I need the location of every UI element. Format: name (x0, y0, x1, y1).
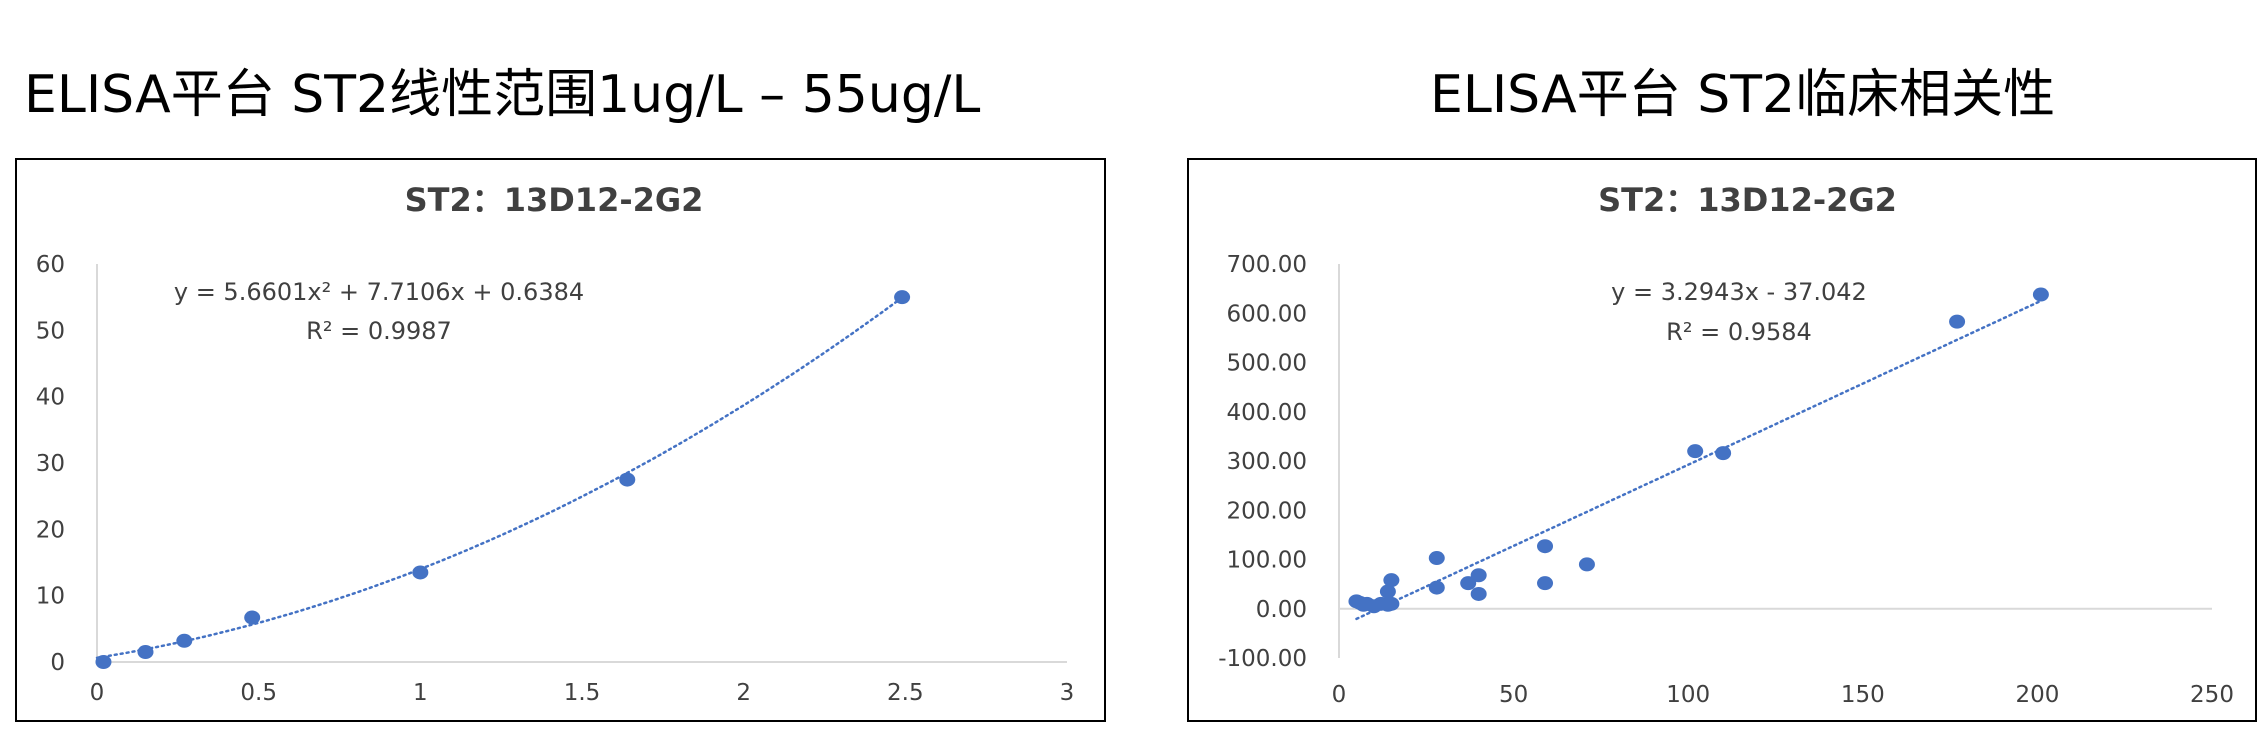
y-tick-label: 400.00 (1227, 400, 1307, 426)
y-tick-label: 40 (36, 385, 65, 411)
y-tick-label: 10 (36, 584, 65, 610)
x-tick-label: 200 (2015, 682, 2059, 708)
y-tick-label: 20 (36, 517, 65, 543)
y-tick-label: 30 (36, 451, 65, 477)
trendline-equation: y = 5.6601x² + 7.7106x + 0.6384 (174, 278, 584, 306)
data-point (1460, 576, 1477, 591)
data-point (137, 645, 154, 660)
x-tick-label: 0 (90, 680, 105, 706)
data-point (1715, 446, 1732, 461)
chart-panel-linear-range: ST2：13D12-2G2 0 10 20 30 40 50 60 0 0.5 1 1.5 2 2.5 3 y… (15, 158, 1106, 722)
trendline-r-squared: R² = 0.9987 (306, 317, 452, 345)
data-point (1949, 314, 1966, 329)
x-tick-label: 1.5 (564, 680, 601, 706)
y-tick-label: 0.00 (1256, 597, 1307, 623)
y-tick-label: 300.00 (1227, 449, 1307, 475)
trendline (1355, 299, 2043, 621)
data-point (1383, 596, 1400, 611)
x-tick-label: 100 (1666, 682, 1710, 708)
trendline-equation: y = 3.2943x - 37.042 (1611, 278, 1867, 306)
chart-clinical-correlation: ST2：13D12-2G2 -100.00 0.00 100.00 200.00 300.… (1218, 181, 2234, 708)
y-tick-label: 500.00 (1227, 351, 1307, 377)
x-tick-label: 0.5 (240, 680, 277, 706)
x-tick-label: 0 (1332, 682, 1347, 708)
y-tick-label: 50 (36, 318, 65, 344)
data-point (1428, 551, 1445, 566)
chart-linear-range: ST2：13D12-2G2 0 10 20 30 40 50 60 0 0.5 1 1.5 2 2.5 3 y… (36, 181, 1075, 706)
data-point (1428, 580, 1445, 595)
data-point (95, 655, 112, 669)
data-point (619, 472, 636, 487)
y-tick-label: 700.00 (1227, 252, 1307, 278)
data-point (1470, 586, 1487, 601)
trendline-r-squared: R² = 0.9584 (1666, 318, 1812, 346)
x-tick-label: 150 (1841, 682, 1885, 708)
data-point (1379, 584, 1396, 599)
y-tick-label: 600.00 (1227, 301, 1307, 327)
y-tick-label: 0 (50, 650, 65, 676)
y-tick-label: 100.00 (1227, 548, 1307, 574)
data-point (1578, 557, 1595, 572)
data-point (1687, 444, 1704, 459)
heading-linear-range: ELISA平台 ST2线性范围1ug/L – 55ug/L (24, 65, 981, 125)
data-point (1470, 568, 1487, 583)
y-tick-label: 60 (36, 252, 65, 278)
data-point (412, 565, 429, 580)
x-tick-label: 2.5 (887, 680, 924, 706)
chart-title: ST2：13D12-2G2 (1598, 181, 1897, 219)
x-tick-label: 3 (1060, 680, 1075, 706)
data-point (1383, 573, 1400, 588)
data-point (176, 633, 193, 648)
data-point (2032, 287, 2049, 302)
x-tick-label: 250 (2190, 682, 2234, 708)
data-point (1537, 539, 1554, 554)
x-tick-label: 50 (1499, 682, 1528, 708)
chart-panel-clinical-correlation: ST2：13D12-2G2 -100.00 0.00 100.00 200.00 300.… (1187, 158, 2257, 722)
heading-clinical-correlation: ELISA平台 ST2临床相关性 (1430, 65, 2056, 125)
y-tick-label: 200.00 (1227, 498, 1307, 524)
chart-title: ST2：13D12-2G2 (405, 181, 704, 219)
data-point (1537, 576, 1554, 591)
data-point (894, 290, 911, 305)
data-point (244, 610, 261, 625)
trendline (95, 296, 904, 660)
y-tick-label: -100.00 (1218, 646, 1307, 672)
x-tick-label: 2 (736, 680, 751, 706)
x-tick-label: 1 (413, 680, 428, 706)
